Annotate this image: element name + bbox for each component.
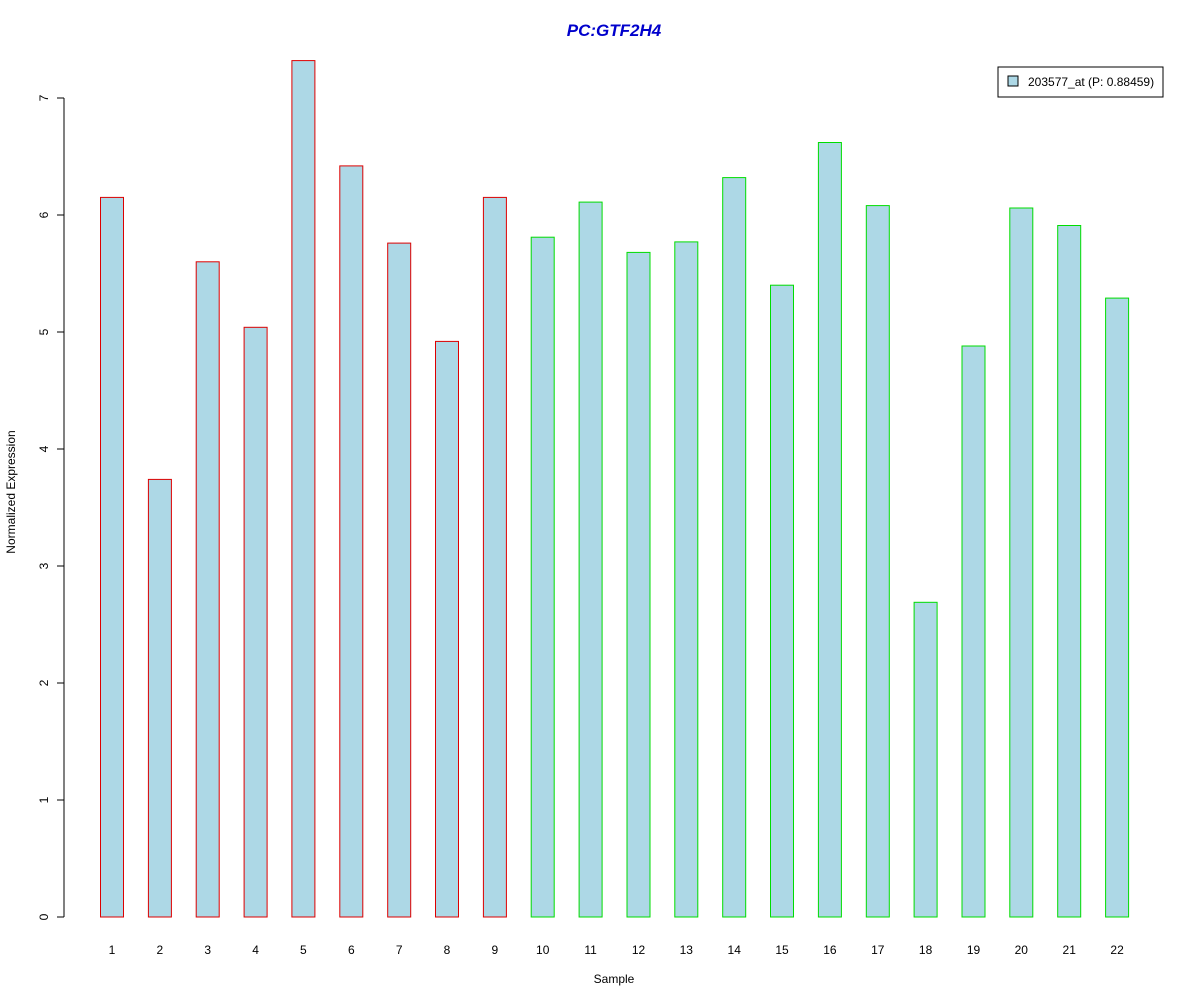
bar <box>1057 225 1082 918</box>
x-axis-title: Sample <box>594 972 635 986</box>
x-tick-label: 22 <box>1110 943 1124 957</box>
bar <box>482 196 507 918</box>
bar <box>817 142 842 918</box>
x-tick-label: 6 <box>348 943 355 957</box>
y-tick-label: 2 <box>37 679 51 686</box>
x-tick-label: 19 <box>967 943 981 957</box>
bars-group <box>100 60 1130 918</box>
x-tick-label: 17 <box>871 943 885 957</box>
bar <box>1105 297 1130 918</box>
bar <box>961 345 986 918</box>
bar <box>578 201 603 918</box>
x-tick-label: 9 <box>492 943 499 957</box>
bar <box>913 601 938 918</box>
bar <box>530 236 555 918</box>
y-axis: 0 1 2 3 4 5 6 7 <box>37 94 65 920</box>
bar <box>195 261 220 918</box>
bar <box>387 242 412 918</box>
x-tick-label: 2 <box>157 943 164 957</box>
bar <box>435 340 459 918</box>
x-tick-label: 13 <box>680 943 694 957</box>
x-tick-label: 20 <box>1015 943 1029 957</box>
bar <box>865 205 890 918</box>
y-tick-label: 4 <box>37 445 51 452</box>
y-tick-label: 0 <box>37 913 51 920</box>
legend-label: 203577_at (P: 0.88459) <box>1028 75 1154 89</box>
x-tick-label: 11 <box>584 943 597 957</box>
bar <box>1009 207 1034 918</box>
y-tick-label: 5 <box>37 328 51 335</box>
chart-title: PC:GTF2H4 <box>567 21 662 40</box>
bar <box>147 478 172 918</box>
y-tick-label: 1 <box>37 796 51 803</box>
x-tick-label: 14 <box>728 943 742 957</box>
x-tick-label: 15 <box>775 943 789 957</box>
x-tick-label: 1 <box>109 943 116 957</box>
y-axis-title: Normalized Expression <box>4 430 18 553</box>
bar <box>722 177 747 918</box>
bar <box>626 251 651 918</box>
x-tick-label: 12 <box>632 943 646 957</box>
legend-swatch <box>1007 75 1019 87</box>
x-tick-labels: 1 2 3 4 5 6 7 8 9 10 11 12 13 14 15 16 17 18 19 20 21 22 <box>109 943 1124 957</box>
legend: 203577_at (P: 0.88459) <box>997 66 1164 98</box>
bar <box>674 241 699 918</box>
bar <box>291 60 316 918</box>
x-tick-label: 10 <box>536 943 550 957</box>
x-tick-label: 4 <box>252 943 259 957</box>
bar <box>770 284 794 918</box>
bar <box>339 165 364 918</box>
bar <box>100 196 124 918</box>
x-tick-label: 16 <box>823 943 837 957</box>
x-tick-label: 5 <box>300 943 307 957</box>
bar <box>243 326 268 918</box>
legend-box <box>997 66 1164 98</box>
x-tick-label: 7 <box>396 943 403 957</box>
y-tick-label: 3 <box>37 562 51 569</box>
x-tick-label: 18 <box>919 943 933 957</box>
x-tick-label: 8 <box>444 943 451 957</box>
x-tick-label: 3 <box>204 943 211 957</box>
y-tick-label: 6 <box>37 211 51 218</box>
y-tick-label: 7 <box>37 94 51 101</box>
x-tick-label: 21 <box>1063 943 1077 957</box>
